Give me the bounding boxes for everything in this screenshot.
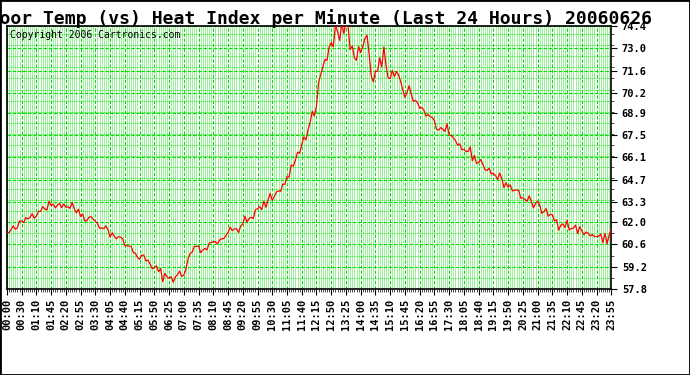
Text: Copyright 2006 Cartronics.com: Copyright 2006 Cartronics.com xyxy=(10,30,180,40)
Text: Outdoor Temp (vs) Heat Index per Minute (Last 24 Hours) 20060626: Outdoor Temp (vs) Heat Index per Minute … xyxy=(0,9,651,28)
